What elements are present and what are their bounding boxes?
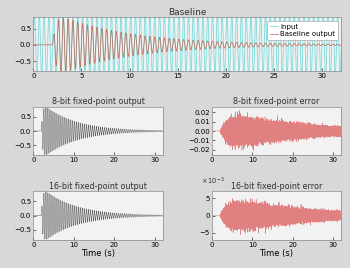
Input	[258, 29, 262, 32]
Input	[148, 23, 153, 27]
Input	[338, 76, 342, 79]
Input	[339, 43, 343, 47]
Input	[181, 16, 185, 19]
Baseline output	[61, 16, 65, 20]
Baseline output	[203, 46, 207, 50]
Baseline output	[42, 43, 46, 47]
Input	[203, 67, 207, 70]
Baseline output	[258, 42, 262, 46]
Baseline output	[148, 38, 153, 41]
Line: Baseline output: Baseline output	[33, 18, 341, 72]
X-axis label: Time (s): Time (s)	[260, 249, 294, 258]
Baseline output	[339, 43, 343, 47]
Input	[296, 18, 301, 21]
Baseline output	[31, 43, 35, 47]
Line: Input: Input	[33, 13, 341, 77]
Input	[31, 43, 35, 47]
X-axis label: Time (s): Time (s)	[81, 249, 115, 258]
Baseline output	[181, 39, 186, 42]
Baseline output	[296, 42, 301, 46]
Title: 8-bit fixed-point error: 8-bit fixed-point error	[233, 97, 320, 106]
Title: 16-bit fixed-point output: 16-bit fixed-point output	[49, 182, 147, 191]
Input	[42, 13, 46, 16]
Legend: Input, Baseline output: Input, Baseline output	[267, 21, 338, 40]
Title: 8-bit fixed-point output: 8-bit fixed-point output	[51, 97, 145, 106]
Input	[32, 11, 36, 14]
Title: Baseline: Baseline	[168, 8, 206, 17]
Baseline output	[59, 70, 63, 73]
Text: $\times\,10^{-3}$: $\times\,10^{-3}$	[202, 176, 225, 188]
Title: 16-bit fixed-point error: 16-bit fixed-point error	[231, 182, 322, 191]
